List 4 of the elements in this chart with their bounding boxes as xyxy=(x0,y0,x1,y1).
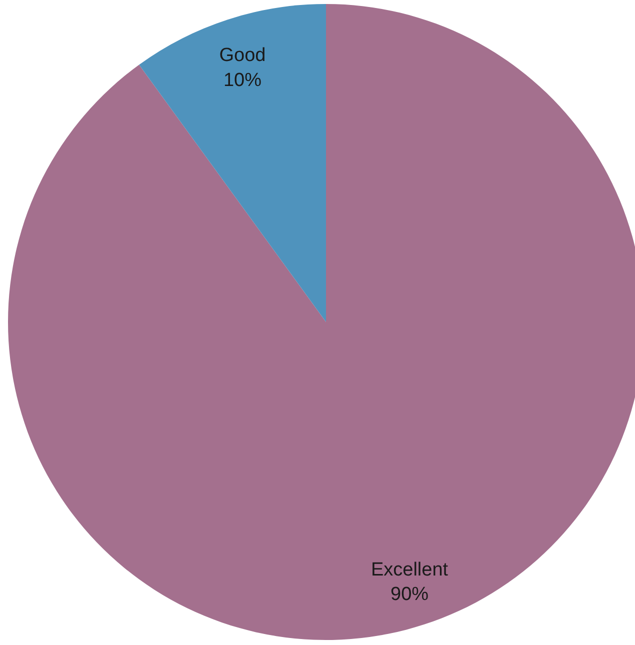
data-label: 90% xyxy=(390,584,429,605)
data-label: 10% xyxy=(223,70,262,91)
slice-label: Excellent xyxy=(370,559,449,580)
slice-label: Good xyxy=(219,45,266,66)
